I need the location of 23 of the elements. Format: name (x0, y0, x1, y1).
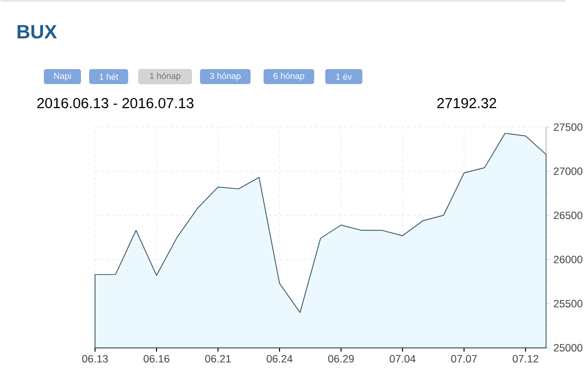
text: 1 hét (100, 73, 118, 80)
x-tick-label: 06.13 (82, 355, 108, 363)
x-tick-label: 07.04 (390, 355, 416, 363)
text: 1 hónap (150, 72, 180, 81)
y-tick-label: 27500 (554, 123, 582, 131)
y-tick-label: 26000 (554, 256, 582, 264)
y-tick-label: 25000 (554, 344, 582, 352)
x-tick-label: 07.07 (451, 355, 477, 363)
x-tick-label: 06.29 (328, 355, 354, 363)
y-tick-label: 26500 (554, 212, 582, 220)
y-tick-label: 27000 (554, 168, 582, 176)
x-tick-label: 06.16 (144, 355, 170, 363)
x-tick-label: 06.24 (266, 355, 292, 363)
text: 1 év (336, 73, 352, 80)
text: 6 hónap (274, 72, 304, 81)
x-tick-label: 07.12 (512, 355, 538, 363)
text: Napi (54, 72, 71, 81)
chart-title: BUX (18, 25, 57, 39)
y-tick-label: 25500 (554, 300, 582, 308)
chart-subtitle: 2016.06.13 - 2016.07.13 (37, 98, 194, 108)
text: 27192.32 (437, 98, 496, 108)
x-tick-label: 06.21 (205, 355, 231, 363)
text: 3 hónap (210, 72, 241, 81)
